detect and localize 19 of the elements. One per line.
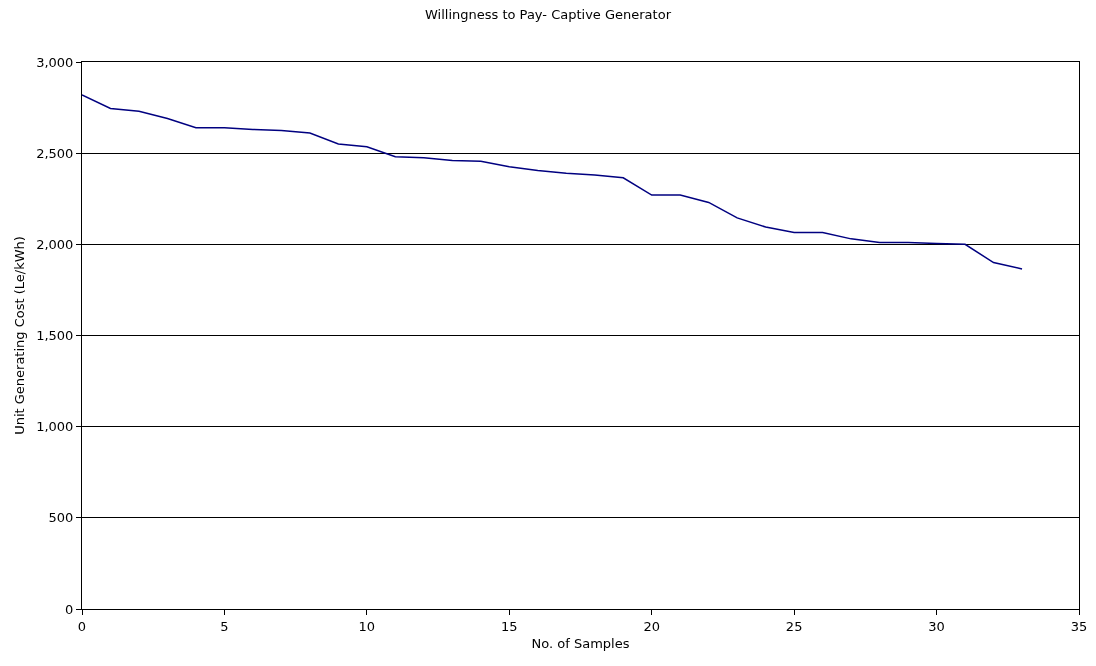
y-tick-label: 1,000: [36, 419, 74, 435]
x-tick-label: 15: [501, 618, 518, 634]
y-tick-label: 2,000: [36, 236, 74, 252]
x-tick-label: 35: [1070, 618, 1088, 634]
x-tick-label: 0: [77, 618, 87, 634]
y-tick-label: 1,500: [36, 328, 74, 344]
x-tick-label: 10: [358, 618, 376, 634]
x-tick-label: 5: [220, 618, 229, 634]
y-tick-label: 3,000: [36, 54, 74, 70]
x-axis-title: No. of Samples: [531, 636, 630, 652]
y-tick-label: 0: [65, 601, 74, 617]
y-tick-label: 2,500: [36, 145, 74, 161]
y-axis-title: Unit Generating Cost (Le/kWh): [12, 236, 28, 435]
line-series: [82, 94, 1023, 270]
chart-title: Willingness to Pay- Captive Generator: [425, 7, 672, 23]
y-tick-label: 500: [48, 510, 74, 526]
x-tick-label: 25: [785, 618, 803, 634]
x-tick-label: 20: [643, 618, 660, 634]
x-tick-label: 30: [928, 618, 945, 634]
